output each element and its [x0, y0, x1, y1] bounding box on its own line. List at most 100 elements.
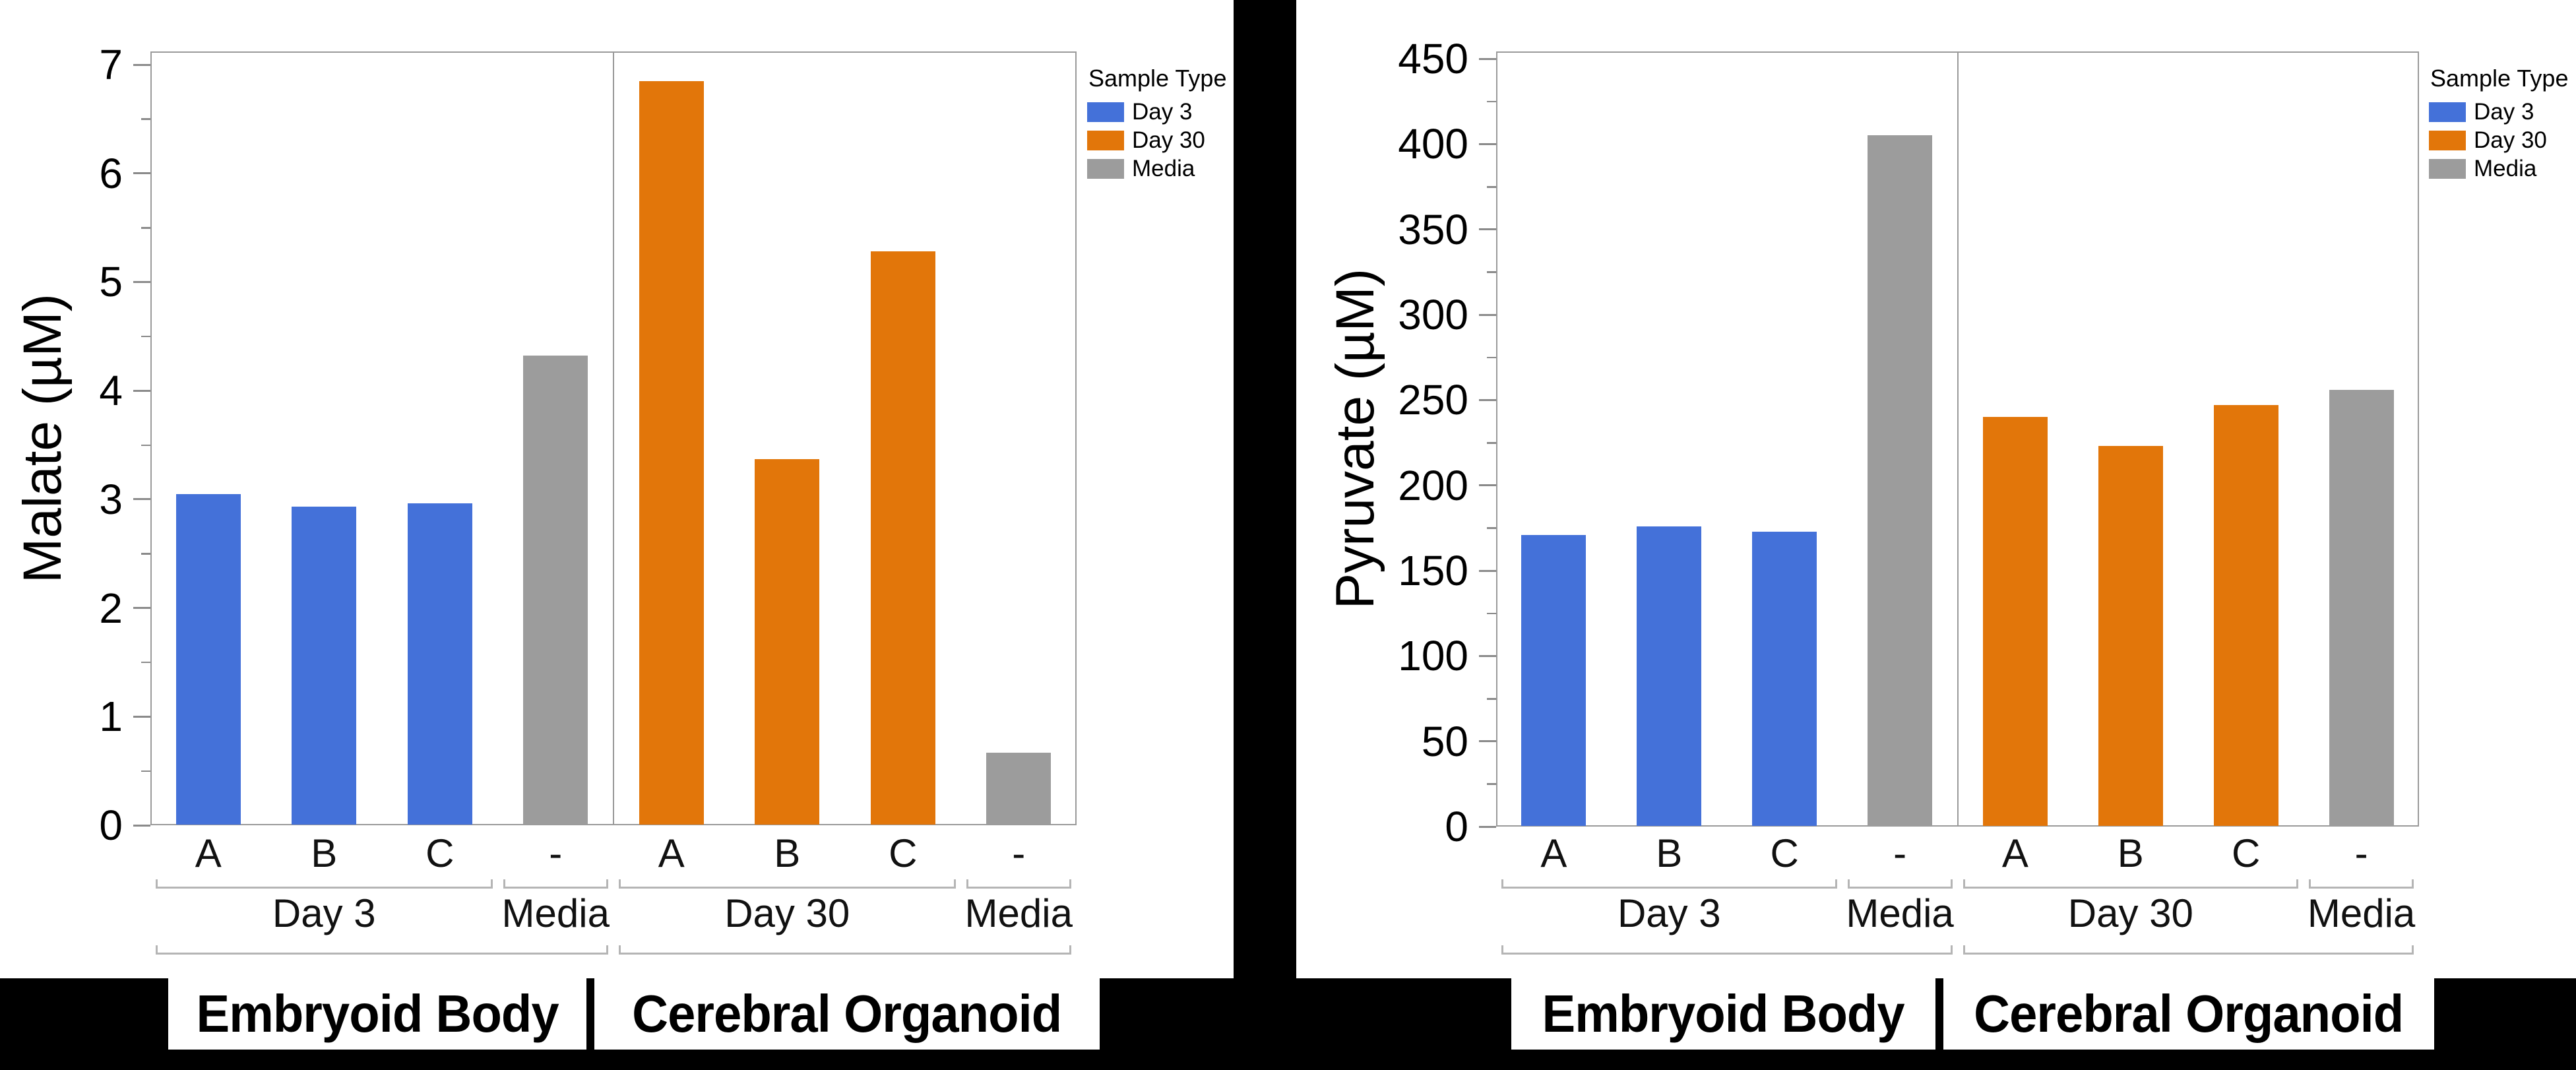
bar-Day3-C — [1752, 531, 1817, 826]
y-tick-label: 1 — [99, 693, 123, 741]
group-label: Day 3 — [1617, 891, 1721, 935]
y-minor-tick — [1487, 271, 1496, 273]
legend-swatch-day3 — [1087, 102, 1124, 122]
legend-label: Day 30 — [2474, 127, 2547, 153]
y-major-tick — [133, 389, 150, 392]
group-bracket — [503, 879, 608, 889]
group-bracket — [2309, 879, 2414, 889]
panel-title-embryoid-body: Embryoid Body — [1511, 978, 1935, 1050]
y-tick-label: 0 — [1445, 803, 1468, 850]
y-major-tick — [133, 824, 150, 827]
x-category-label: B — [774, 831, 801, 875]
y-major-tick — [1479, 57, 1496, 60]
group-bracket — [1501, 879, 1837, 889]
x-category-label: C — [2232, 831, 2261, 875]
bar-Day30-C — [2213, 405, 2278, 826]
y-minor-tick — [1487, 783, 1496, 785]
y-minor-tick — [1487, 612, 1496, 615]
group-label: Day 30 — [2067, 891, 2193, 935]
y-major-tick — [1479, 228, 1496, 231]
panel-bracket — [156, 945, 608, 955]
x-category-label: C — [889, 831, 918, 875]
legend-title: Sample Type — [2430, 65, 2569, 92]
y-major-tick — [1479, 484, 1496, 487]
y-minor-tick — [1487, 186, 1496, 188]
x-category-label: A — [195, 831, 222, 875]
panel-bracket — [1963, 945, 2414, 955]
x-category-label: B — [311, 831, 338, 875]
bar-Day3-B — [292, 507, 357, 825]
y-tick-label: 7 — [99, 41, 123, 88]
group-label: Media — [1846, 891, 1954, 935]
y-axis-title-text: Malate (µM) — [13, 293, 73, 584]
x-category-label: - — [1893, 831, 1907, 875]
bar-Day30-B — [2098, 446, 2163, 826]
x-category-label: A — [2001, 831, 2028, 875]
legend-label: Day 3 — [2474, 99, 2534, 125]
bar-Media-- — [986, 752, 1052, 825]
x-category-label: C — [425, 831, 455, 875]
y-minor-tick — [141, 770, 150, 772]
legend-swatch-day3 — [2429, 102, 2466, 122]
y-tick-label: 300 — [1398, 291, 1468, 338]
group-bracket — [156, 879, 493, 889]
group-bracket — [1963, 879, 2299, 889]
bottom-label-divider — [586, 978, 594, 1050]
x-category-label: B — [2117, 831, 2144, 875]
x-category-label: - — [2354, 831, 2368, 875]
bar-Media-- — [2329, 389, 2394, 826]
bar-Media-- — [1868, 135, 1933, 826]
y-tick-label: 100 — [1398, 632, 1468, 680]
y-tick-label: 200 — [1398, 461, 1468, 509]
y-minor-tick — [141, 118, 150, 120]
panel-title-cerebral-organoid: Cerebral Organoid — [1943, 978, 2434, 1050]
y-tick-label: 2 — [99, 584, 123, 632]
panel-title-text: Cerebral Organoid — [1974, 984, 2404, 1043]
bar-Day30-B — [755, 458, 820, 825]
y-major-tick — [133, 63, 150, 66]
x-category-label: - — [1012, 831, 1026, 875]
y-tick-label: 450 — [1398, 35, 1468, 82]
y-minor-tick — [141, 661, 150, 664]
legend-label: Media — [2474, 156, 2537, 181]
y-tick-label: 400 — [1398, 120, 1468, 168]
bar-Day30-A — [1982, 417, 2048, 826]
y-axis-title: Malate (µM) — [7, 51, 79, 825]
bar-Day3-B — [1637, 526, 1702, 826]
y-major-tick — [133, 607, 150, 610]
x-category-label: A — [658, 831, 685, 875]
panel-divider-line — [1957, 51, 1959, 827]
x-category-label: B — [1656, 831, 1683, 875]
panel-divider-line — [613, 51, 614, 825]
y-tick-label: 4 — [99, 367, 123, 415]
legend-label: Media — [1132, 156, 1195, 181]
y-tick-label: 5 — [99, 258, 123, 306]
y-tick-label: 250 — [1398, 376, 1468, 424]
panel-bracket — [1501, 945, 1953, 955]
bottom-label-divider — [1935, 978, 1943, 1050]
y-tick-label: 0 — [99, 802, 123, 849]
y-minor-tick — [1487, 698, 1496, 700]
bar-Day30-C — [870, 251, 935, 825]
y-major-tick — [133, 715, 150, 718]
y-tick-label: 150 — [1398, 547, 1468, 594]
legend-label: Day 3 — [1132, 99, 1193, 125]
y-major-tick — [1479, 398, 1496, 401]
group-label: Day 30 — [724, 891, 850, 935]
pyruvate-chart: 0 50 100 150 200 250 300 350 400 450 Pyruvate (µM)… — [1296, 0, 2576, 978]
bar-Day3-C — [407, 503, 472, 825]
bottom-label-box — [1511, 978, 2434, 1050]
y-axis-title: Pyruvate (µM) — [1319, 51, 1392, 827]
bar-Day3-A — [1521, 534, 1586, 826]
y-minor-tick — [141, 335, 150, 338]
y-tick-label: 350 — [1398, 205, 1468, 253]
x-category-label: C — [1770, 831, 1799, 875]
bar-Day3-A — [175, 493, 241, 825]
x-category-label: - — [549, 831, 563, 875]
bar-Media-- — [523, 356, 588, 825]
y-minor-tick — [141, 444, 150, 446]
group-label: Media — [2307, 891, 2416, 935]
legend-swatch-day30 — [2429, 131, 2466, 150]
legend-label: Day 30 — [1132, 127, 1205, 153]
